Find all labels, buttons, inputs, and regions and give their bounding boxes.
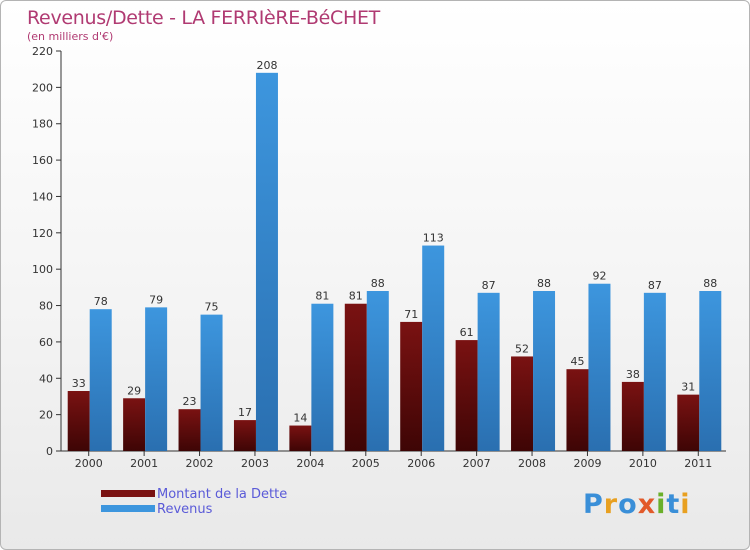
x-tick-label-2010: 2010: [629, 457, 657, 470]
logo-letter-4: i: [656, 489, 667, 520]
logo-letter-0: P: [583, 489, 604, 520]
label-dette-2004: 14: [293, 412, 307, 425]
bar-revenus-2004: [311, 303, 334, 451]
bar-dette-2008: [511, 356, 534, 451]
bar-dette-2005: [344, 303, 367, 451]
x-tick-label-2004: 2004: [296, 457, 324, 470]
bar-revenus-2009: [588, 283, 611, 451]
label-dette-2005: 81: [349, 290, 363, 303]
y-tick-label-160: 160: [32, 154, 53, 167]
legend-label-revenus: Revenus: [157, 502, 213, 517]
label-revenus-2009: 92: [592, 270, 606, 283]
label-revenus-2008: 88: [537, 277, 551, 290]
proxiti-logo: Proxiti: [583, 489, 691, 520]
bar-revenus-2005: [366, 291, 389, 451]
label-revenus-2011: 88: [703, 277, 717, 290]
y-tick-label-140: 140: [32, 190, 53, 203]
bar-revenus-2000: [89, 309, 112, 451]
label-dette-2000: 33: [72, 377, 86, 390]
label-revenus-2007: 87: [482, 279, 496, 292]
y-tick-label-180: 180: [32, 118, 53, 131]
label-revenus-2000: 78: [94, 295, 108, 308]
bar-revenus-2007: [477, 292, 500, 451]
label-dette-2001: 29: [127, 384, 141, 397]
label-revenus-2004: 81: [315, 290, 329, 303]
y-tick-label-220: 220: [32, 45, 53, 58]
label-dette-2011: 31: [681, 381, 695, 394]
label-revenus-2003: 208: [256, 59, 277, 72]
label-dette-2003: 17: [238, 406, 252, 419]
label-revenus-2001: 79: [149, 293, 163, 306]
bar-dette-2004: [289, 425, 312, 451]
x-tick-label-2002: 2002: [186, 457, 214, 470]
label-revenus-2010: 87: [648, 279, 662, 292]
logo-letter-6: i: [680, 489, 691, 520]
chart-subtitle: (en milliers d'€): [27, 30, 114, 43]
bar-dette-2011: [677, 394, 700, 451]
y-tick-label-80: 80: [39, 300, 53, 313]
label-dette-2006: 71: [404, 308, 418, 321]
y-tick-label-40: 40: [39, 372, 53, 385]
y-tick-label-100: 100: [32, 263, 53, 276]
bar-dette-2009: [566, 369, 589, 451]
bar-revenus-2003: [255, 72, 278, 452]
y-tick-label-120: 120: [32, 227, 53, 240]
label-revenus-2002: 75: [205, 301, 219, 314]
x-tick-label-2009: 2009: [573, 457, 601, 470]
y-tick-label-0: 0: [46, 445, 53, 458]
x-tick-label-2011: 2011: [684, 457, 712, 470]
x-tick-label-2007: 2007: [463, 457, 491, 470]
bar-dette-2001: [123, 398, 146, 451]
legend-swatch-dette: [101, 490, 155, 497]
label-revenus-2006: 113: [423, 232, 444, 245]
label-revenus-2005: 88: [371, 277, 385, 290]
bar-revenus-2011: [699, 291, 722, 451]
bar-revenus-2010: [643, 292, 666, 451]
bar-revenus-2002: [200, 314, 223, 451]
x-tick-label-2005: 2005: [352, 457, 380, 470]
bar-revenus-2008: [533, 291, 556, 451]
logo-letter-5: t: [666, 489, 681, 520]
x-tick-label-2003: 2003: [241, 457, 269, 470]
label-dette-2009: 45: [570, 355, 584, 368]
bar-dette-2010: [621, 381, 644, 451]
label-dette-2008: 52: [515, 342, 529, 355]
label-dette-2010: 38: [626, 368, 640, 381]
x-tick-label-2001: 2001: [130, 457, 158, 470]
y-tick-label-200: 200: [32, 81, 53, 94]
legend-swatch-revenus: [101, 505, 155, 512]
y-tick-label-60: 60: [39, 336, 53, 349]
bar-dette-2000: [67, 391, 90, 451]
bar-dette-2003: [233, 420, 256, 451]
logo-letter-3: x: [637, 489, 657, 520]
y-tick-label-20: 20: [39, 409, 53, 422]
label-dette-2007: 61: [460, 326, 474, 339]
x-tick-label-2000: 2000: [75, 457, 103, 470]
legend-label-dette: Montant de la Dette: [157, 487, 288, 502]
logo-letter-2: o: [618, 489, 638, 520]
x-tick-label-2006: 2006: [407, 457, 435, 470]
bar-dette-2007: [455, 340, 478, 451]
bar-revenus-2006: [422, 245, 445, 451]
chart-title: Revenus/Dette - LA FERRIèRE-BéCHET: [27, 7, 380, 29]
logo-letter-1: r: [603, 489, 619, 520]
bar-dette-2006: [400, 321, 423, 451]
bar-dette-2002: [178, 409, 201, 451]
label-dette-2002: 23: [183, 395, 197, 408]
x-tick-label-2008: 2008: [518, 457, 546, 470]
bar-revenus-2001: [145, 307, 168, 451]
